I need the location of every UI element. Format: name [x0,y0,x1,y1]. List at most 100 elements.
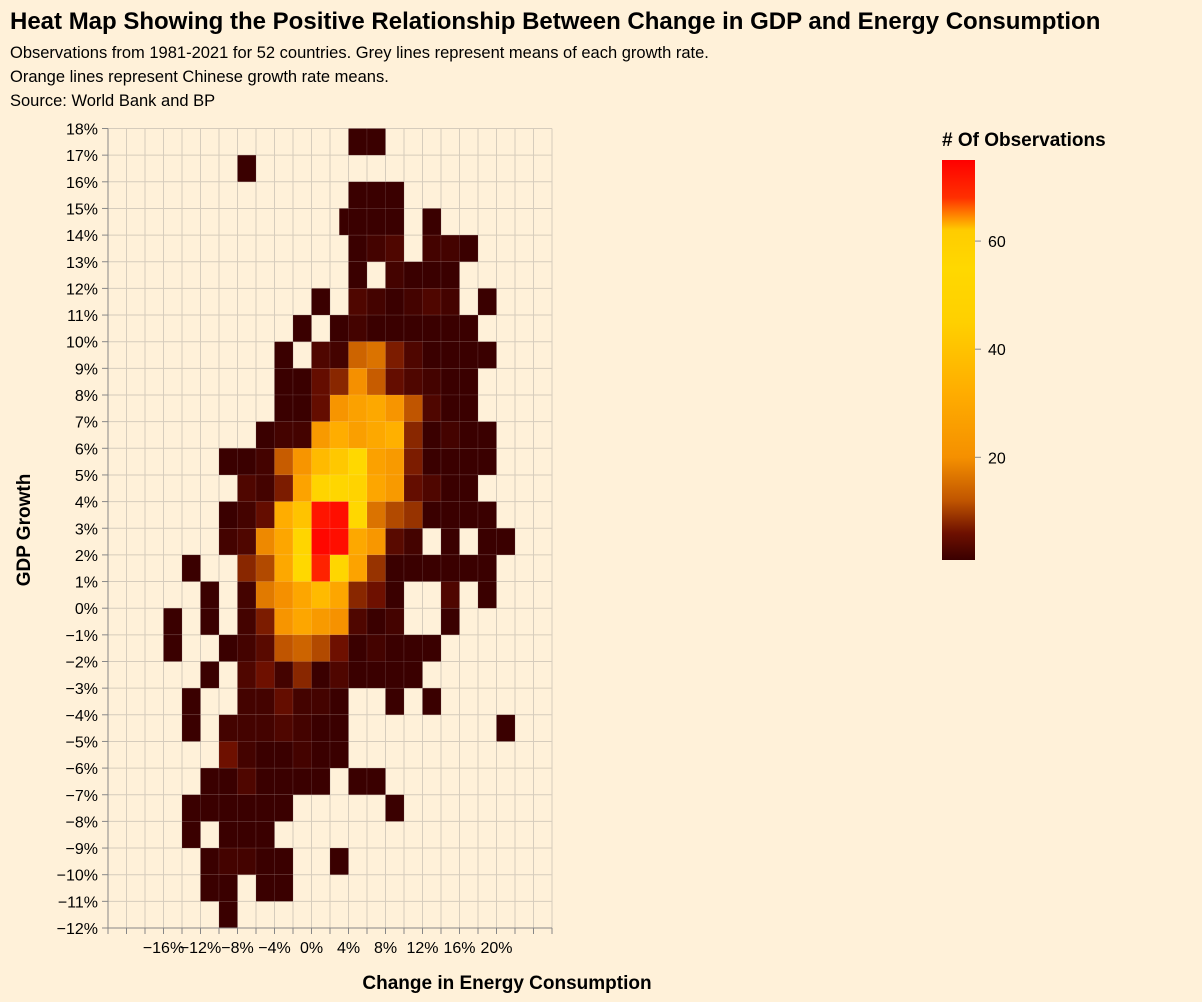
heatmap-cell [218,794,238,822]
y-tick-label: 18% [66,122,98,139]
heatmap-cell [218,501,238,529]
heatmap-cell [440,448,460,476]
chart-subtitle-line-1: Observations from 1981-2021 for 52 count… [10,44,709,62]
heatmap-cell [422,314,442,342]
heatmap-cell [200,874,220,902]
heatmap-cell [329,528,349,556]
heatmap-cell [477,448,497,476]
heatmap-cell [292,661,312,689]
heatmap-cell [366,208,386,236]
legend-gradient-bar [942,160,975,560]
heatmap-cell [163,634,183,662]
heatmap-cell [237,847,257,875]
heatmap-cell [366,288,386,316]
y-tick-label: 0% [75,601,98,618]
heatmap-cell [292,368,312,396]
heatmap-cell [385,288,405,316]
heatmap-cell [422,288,442,316]
x-tick-label: 12% [406,940,438,957]
heatmap-cell [292,501,312,529]
heatmap-cell [385,368,405,396]
heatmap-cell [274,687,294,716]
heatmap-cell [274,794,294,822]
heatmap-cell [385,501,405,529]
heatmap-cell [311,288,331,316]
heatmap-cell [348,581,368,609]
heatmap-cell [477,341,497,369]
heatmap-cell [311,501,331,529]
heatmap-cell [366,661,386,689]
y-tick-label: 2% [75,548,98,565]
heatmap-cell [440,581,460,609]
heatmap-cell [329,661,349,689]
heatmap-cell [366,128,386,156]
heatmap-cell [348,661,368,689]
heatmap-cell [385,208,405,236]
y-tick-label: −9% [66,841,98,858]
legend-tick-label: 20 [988,450,1006,467]
heatmap-cell [292,528,312,556]
heatmap-cell [403,474,423,502]
heatmap-cell [292,448,312,476]
x-tick-label: 0% [300,940,323,957]
chart-title: Heat Map Showing the Positive Relationsh… [10,8,1100,35]
heatmap-cell [311,687,331,716]
heatmap-cell [403,554,423,582]
heatmap-cell [422,341,442,369]
heatmap-cell [385,554,405,582]
heatmap-cell [311,581,331,609]
heatmap-cell [200,661,220,689]
heatmap-cell [385,234,405,263]
heatmap-cell [440,234,460,263]
heatmap-cell [366,314,386,342]
y-tick-label: 5% [75,468,98,485]
y-tick-label: 11% [67,308,98,325]
heatmap-cell [422,394,442,422]
heatmap-cell [329,474,349,502]
heatmap-cell [440,368,460,396]
heatmap-cell [255,448,275,476]
heatmap-cell [237,821,257,849]
heatmap-cell [348,368,368,396]
legend-tick-label: 60 [988,234,1006,251]
y-tick-label: −2% [66,655,98,672]
heatmap-cell [366,528,386,556]
heatmap-cell [218,901,238,929]
heatmap-cell [218,714,238,742]
y-tick-label: 6% [75,441,98,458]
heatmap-cell [366,607,386,636]
heatmap-cell [366,341,386,369]
heatmap-cell [366,448,386,476]
heatmap-cell [329,421,349,449]
heatmap-cell [329,394,349,422]
heatmap-cell [311,528,331,556]
legend-tick-label: 40 [988,342,1006,359]
legend-title: # Of Observations [942,130,1106,151]
heatmap-cell [329,368,349,396]
heatmap-cell [366,234,386,263]
heatmap-cell [459,314,479,342]
heatmap-cell [459,394,479,422]
chart-subtitle-line-3: Source: World Bank and BP [10,92,215,110]
heatmap-cell [422,687,442,716]
heatmap-cell [255,528,275,556]
heatmap-cell [366,634,386,662]
heatmap-cell [255,554,275,582]
heatmap-cell [200,607,220,636]
heatmap-cell [292,741,312,769]
heatmap-cell [385,474,405,502]
heatmap-cell [422,208,442,236]
heatmap-cell [274,847,294,875]
heatmap-cell [274,714,294,742]
heatmap-cell [255,714,275,742]
heatmap-cell [366,368,386,396]
heatmap-cell [477,581,497,609]
heatmap-cell [403,288,423,316]
heatmap-cell [459,341,479,369]
heatmap-cell [218,874,238,902]
y-tick-label: 12% [66,281,98,298]
heatmap-cell [477,554,497,582]
heatmap-cell [385,421,405,449]
heatmap-cell [348,634,368,662]
heatmap-cell [274,554,294,582]
